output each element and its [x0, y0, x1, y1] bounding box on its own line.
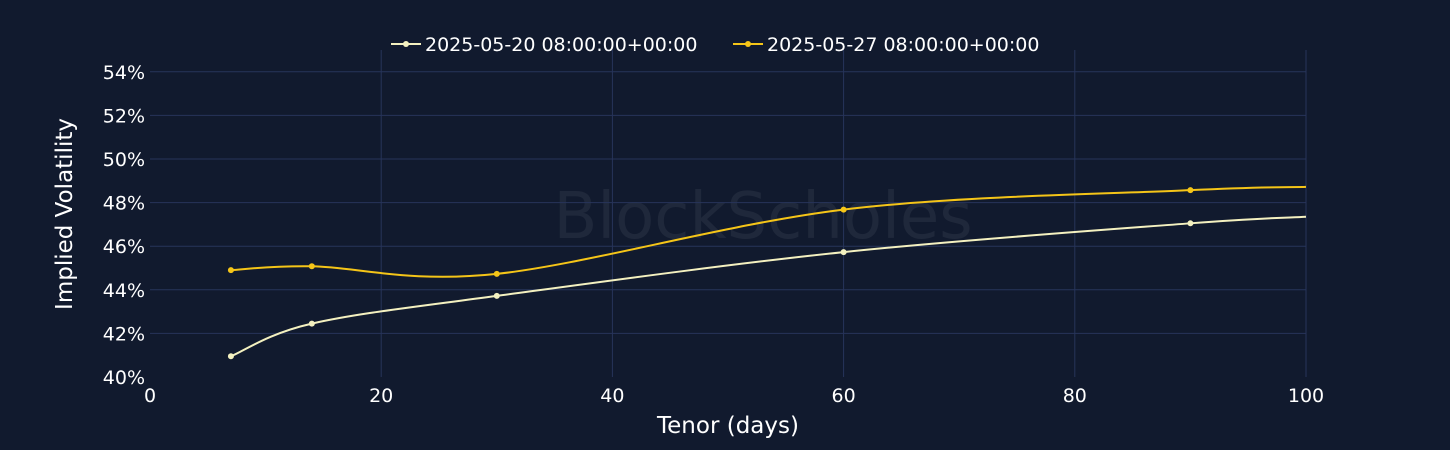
series-markers	[227, 187, 1194, 360]
grid	[150, 50, 1307, 377]
legend-label: 2025-05-20 08:00:00+00:00	[425, 34, 697, 56]
y-tick-label: 46%	[103, 236, 145, 258]
series-1-point	[1187, 220, 1194, 227]
y-tick-label: 54%	[103, 62, 145, 84]
x-tick-label: 80	[1063, 385, 1087, 407]
y-tick-label: 44%	[103, 280, 145, 302]
y-tick-label: 48%	[103, 193, 145, 215]
x-tick-label: 100	[1288, 385, 1324, 407]
y-axis-ticks: 40% 42% 44% 46% 48% 50% 52% 54%	[103, 62, 145, 389]
legend-swatch-marker	[403, 41, 409, 47]
series-1-point	[840, 249, 847, 256]
legend-item-2[interactable]: 2025-05-27 08:00:00+00:00	[733, 34, 1039, 56]
x-tick-label: 40	[600, 385, 624, 407]
series-1-point	[493, 292, 500, 299]
legend-swatch-marker	[745, 41, 751, 47]
x-axis-title: Tenor (days)	[656, 413, 799, 439]
series-2-point	[308, 263, 315, 270]
legend-label: 2025-05-27 08:00:00+00:00	[767, 34, 1039, 56]
y-tick-label: 42%	[103, 323, 145, 345]
legend[interactable]: 2025-05-20 08:00:00+00:00 2025-05-27 08:0…	[391, 34, 1039, 56]
series-1-point	[227, 353, 234, 360]
x-tick-label: 20	[369, 385, 393, 407]
y-tick-label: 40%	[103, 367, 145, 389]
x-tick-label: 60	[832, 385, 856, 407]
legend-item-1[interactable]: 2025-05-20 08:00:00+00:00	[391, 34, 697, 56]
x-tick-label: 0	[144, 385, 156, 407]
y-tick-label: 50%	[103, 149, 145, 171]
y-axis-title: Implied Volatility	[52, 118, 78, 310]
y-tick-label: 52%	[103, 105, 145, 127]
series-1-point	[308, 320, 315, 327]
watermark: BlockScholes	[553, 180, 972, 254]
series-2-point	[840, 206, 847, 213]
series-2-point	[493, 270, 500, 277]
series-2-point	[1187, 187, 1194, 194]
series-2-point	[227, 267, 234, 274]
x-axis-ticks: 0 20 40 60 80 100	[144, 385, 1324, 407]
